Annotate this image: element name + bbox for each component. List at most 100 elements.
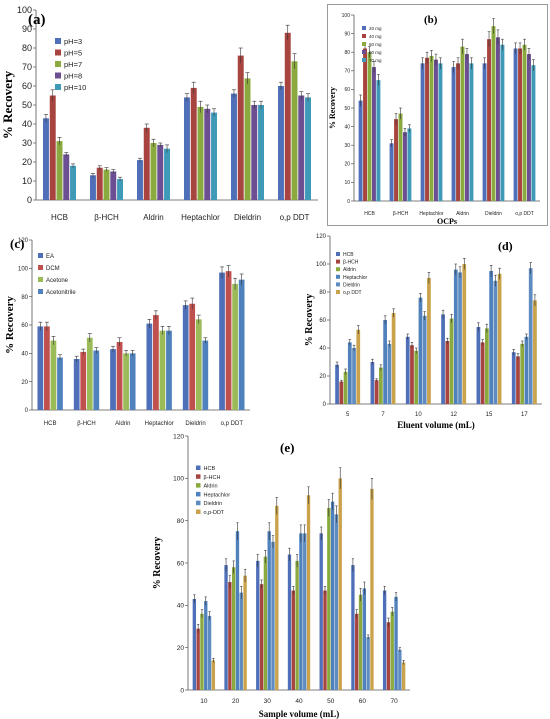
y-tick-label-b: 0 bbox=[347, 199, 350, 205]
bar-d bbox=[480, 342, 485, 404]
bar-c bbox=[73, 359, 80, 410]
x-tick-label-d: 15 bbox=[486, 412, 493, 418]
bar-b bbox=[363, 48, 368, 202]
legend-swatch-e bbox=[196, 500, 201, 506]
bar-a bbox=[237, 55, 244, 200]
bar-b bbox=[425, 57, 430, 201]
legend-label-a: pH=5 bbox=[64, 49, 82, 58]
x-tick-label-d: 5 bbox=[346, 412, 350, 418]
bar-d bbox=[427, 278, 431, 404]
bar-d bbox=[476, 327, 481, 404]
x-tick-label-b: o,p DDT bbox=[515, 211, 534, 217]
y-tick-label-e: 80 bbox=[177, 518, 185, 525]
legend-swatch-b bbox=[362, 58, 366, 62]
bar-b bbox=[460, 46, 465, 202]
bar-a bbox=[298, 95, 305, 200]
bar-e bbox=[192, 598, 197, 690]
x-tick-label-d: 17 bbox=[521, 412, 528, 418]
bar-e bbox=[211, 660, 216, 690]
x-tick-label-e: 40 bbox=[295, 698, 303, 705]
x-tick-label-c: Dieldrin bbox=[185, 421, 205, 427]
bar-c bbox=[225, 271, 232, 410]
bar-a bbox=[110, 171, 117, 200]
bar-e bbox=[259, 584, 264, 690]
bar-e bbox=[231, 567, 236, 690]
legend-swatch-b bbox=[362, 34, 366, 38]
bar-d bbox=[374, 380, 379, 404]
legend-label-d: Aldrin bbox=[343, 267, 356, 273]
bar-d bbox=[453, 269, 458, 404]
bar-c bbox=[116, 342, 123, 410]
legend-label-b: 70 mg bbox=[369, 58, 382, 63]
y-tick-label-b: 60 bbox=[344, 87, 350, 93]
y-tick-label-b: 90 bbox=[344, 31, 350, 37]
legend-swatch-a bbox=[55, 61, 61, 67]
legend-swatch-b bbox=[362, 50, 366, 54]
y-axis-label-d: % Recovery bbox=[304, 294, 315, 346]
y-tick-label-d: 0 bbox=[323, 402, 327, 408]
legend-label-c: Acetone bbox=[46, 278, 69, 284]
bar-e bbox=[330, 501, 335, 690]
x-tick-label-c: Aldrin bbox=[115, 421, 130, 427]
bar-b bbox=[371, 67, 376, 201]
bar-c bbox=[110, 349, 116, 410]
bar-e bbox=[401, 662, 406, 690]
bar-b bbox=[433, 59, 438, 201]
legend-label-a: pH=3 bbox=[64, 37, 82, 46]
y-tick-label-e: 60 bbox=[177, 560, 185, 567]
bar-a bbox=[197, 106, 204, 200]
chart-b-svg: 0 10 20 30 40 50 60 70 80 90 100 HCB β-HCH Heptachlor… bbox=[328, 13, 540, 225]
x-tick-label-c: o,p DDT bbox=[221, 421, 244, 427]
bar-e bbox=[235, 531, 240, 690]
legend-swatch-c bbox=[38, 277, 43, 282]
bar-e bbox=[263, 556, 268, 690]
bar-a bbox=[258, 105, 265, 200]
bar-c bbox=[202, 340, 209, 410]
x-tick-label-a: Heptachlor bbox=[181, 213, 220, 222]
bar-a bbox=[42, 118, 49, 200]
y-tick-label-a: 80 bbox=[22, 43, 32, 53]
bar-a bbox=[204, 108, 211, 200]
x-tick-label-a: HCB bbox=[51, 213, 68, 222]
y-tick-label-b: 40 bbox=[344, 124, 350, 130]
bar-d bbox=[485, 328, 489, 404]
y-tick-label-a: 10 bbox=[22, 176, 32, 186]
bar-e bbox=[228, 582, 232, 690]
x-tick-label-a: Aldrin bbox=[143, 213, 163, 222]
panel-title-b: (b) bbox=[424, 14, 438, 26]
bar-a bbox=[164, 148, 171, 200]
bar-b bbox=[482, 63, 487, 201]
bar-e bbox=[196, 628, 200, 690]
y-tick-label-b: 30 bbox=[344, 143, 350, 149]
bar-b bbox=[358, 100, 363, 201]
y-tick-label-d: 80 bbox=[319, 290, 326, 296]
x-axis-label-b: OCPs bbox=[437, 217, 457, 225]
bar-a bbox=[103, 169, 110, 200]
bar-c bbox=[50, 340, 57, 410]
legend-label-c: EA bbox=[46, 254, 54, 260]
y-axis-label-c: % Recovery bbox=[4, 296, 16, 354]
bar-e bbox=[334, 514, 339, 690]
y-tick-label-d: 40 bbox=[319, 346, 326, 352]
legend-label-b: 40 mg bbox=[369, 34, 382, 39]
bar-d bbox=[489, 271, 493, 404]
legend-label-c: Acetonitrile bbox=[46, 290, 76, 296]
bar-b bbox=[495, 37, 500, 201]
bar-b bbox=[438, 63, 443, 201]
bar-a bbox=[284, 32, 291, 200]
bar-b bbox=[407, 128, 412, 201]
y-tick-label-c: 120 bbox=[18, 238, 29, 244]
legend-swatch-d bbox=[336, 274, 340, 279]
bar-c bbox=[189, 303, 196, 410]
legend-label-a: pH=10 bbox=[64, 83, 86, 92]
y-tick-label-a: 60 bbox=[22, 81, 32, 91]
bar-d bbox=[387, 343, 392, 404]
legend-label-e: o,p-DDT bbox=[204, 510, 225, 516]
bar-e bbox=[287, 554, 292, 690]
bar-a bbox=[143, 127, 150, 200]
bar-a bbox=[211, 112, 218, 200]
bar-e bbox=[351, 565, 355, 690]
bar-d bbox=[441, 314, 445, 404]
legend-label-d: o,p DDT bbox=[343, 290, 362, 296]
bar-e bbox=[327, 507, 331, 690]
